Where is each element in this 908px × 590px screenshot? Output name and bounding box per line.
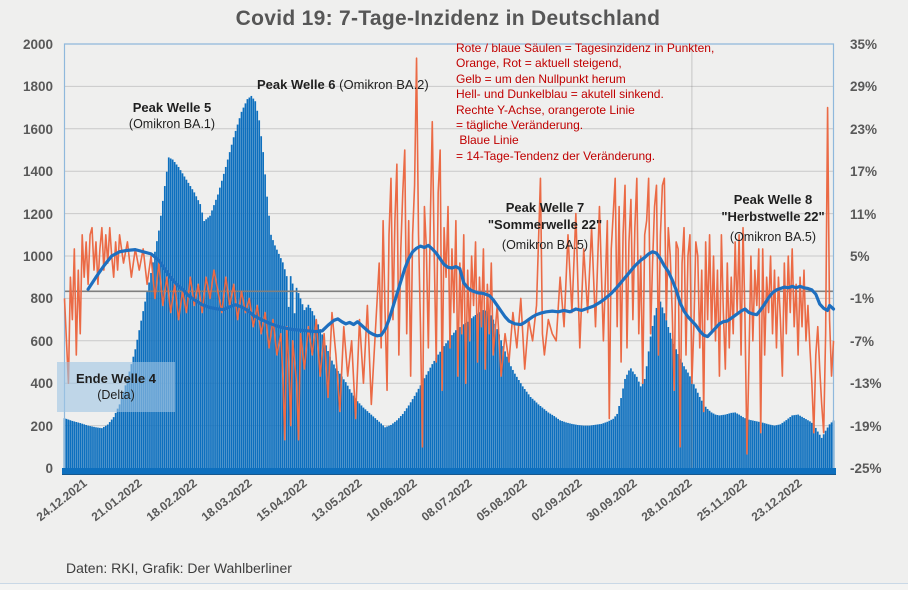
annotation-variant: (Omikron BA.5) bbox=[501, 238, 589, 252]
right-axis-tick: 11% bbox=[850, 206, 877, 222]
annotation-variant: (Omikron BA.5) bbox=[729, 230, 817, 244]
annotation-peak-welle-5: Peak Welle 5 (Omikron BA.1) bbox=[92, 99, 252, 133]
legend-note-line: Gelb = um den Nullpunkt herum bbox=[456, 71, 626, 86]
right-axis-tick: 23% bbox=[850, 121, 878, 137]
x-axis-band bbox=[62, 468, 836, 474]
annotation-ende-welle-4: Ende Welle 4 (Delta) bbox=[57, 362, 175, 412]
legend-note-line: = 14-Tage-Tendenz der Veränderung. bbox=[456, 148, 656, 163]
legend-note: Rote / blaue Säulen = Tagesinzidenz in P… bbox=[456, 41, 714, 164]
credit-footer: Daten: RKI, Grafik: Der Wahlberliner bbox=[66, 560, 292, 576]
right-axis-tick: 35% bbox=[850, 37, 878, 52]
plot-border bbox=[63, 43, 835, 468]
left-axis-tick: 1200 bbox=[22, 206, 53, 222]
left-axis-tick: 1600 bbox=[22, 121, 53, 137]
annotation-peak-welle-6: Peak Welle 6 (Omikron BA.2) bbox=[257, 77, 429, 92]
legend-note-line: Blaue Linie bbox=[456, 133, 519, 148]
annotation-variant: (Delta) bbox=[97, 388, 135, 402]
right-axis-tick: 17% bbox=[850, 164, 878, 180]
right-axis-tick: 29% bbox=[850, 79, 878, 95]
left-axis-tick: 1800 bbox=[22, 79, 53, 95]
left-axis-tick: 2000 bbox=[22, 37, 53, 52]
daily-change-line bbox=[63, 57, 835, 455]
right-axis-tick: -25% bbox=[850, 461, 882, 476]
trend-line bbox=[86, 243, 836, 339]
legend-note-line: = tägliche Veränderung. bbox=[456, 118, 584, 133]
legend-note-line: Rote / blaue Säulen = Tagesinzidenz in P… bbox=[456, 41, 715, 55]
annotation-title: Ende Welle 4 bbox=[76, 371, 156, 386]
left-axis-tick: 200 bbox=[30, 418, 53, 434]
annotation-variant: (Omikron BA.1) bbox=[128, 117, 216, 131]
left-axis-tick: 1400 bbox=[22, 164, 53, 180]
right-axis-tick: 5% bbox=[850, 249, 870, 264]
annotation-title: Peak Welle 6 bbox=[257, 77, 336, 92]
chart-title: Covid 19: 7-Tage-Inzidenz in Deutschland bbox=[235, 7, 661, 30]
left-axis-tick: 0 bbox=[45, 461, 53, 476]
legend-note-line: Rechte Y-Achse, orangerote Linie bbox=[456, 102, 635, 117]
annotation-variant: (Omikron BA.2) bbox=[339, 77, 429, 92]
left-axis-tick: 600 bbox=[30, 333, 53, 349]
right-axis-tick: -13% bbox=[850, 376, 882, 392]
left-axis-tick: 400 bbox=[30, 376, 53, 392]
annotation-peak-welle-8: Peak Welle 8 "Herbstwelle 22" (Omikron B… bbox=[687, 191, 859, 246]
bottom-divider bbox=[0, 583, 908, 590]
left-axis-tick: 800 bbox=[30, 291, 53, 307]
annotation-name: "Sommerwelle 22" bbox=[487, 217, 603, 232]
legend-note-line: Orange, Rot = aktuell steigend, bbox=[456, 56, 622, 71]
annotation-title: Peak Welle 7 bbox=[505, 200, 585, 215]
annotation-title: Peak Welle 5 bbox=[132, 100, 212, 115]
legend-note-line: Hell- und Dunkelblau = akutell sinkend. bbox=[456, 87, 664, 102]
annotation-title: Peak Welle 8 bbox=[733, 192, 813, 207]
right-axis-tick: -7% bbox=[850, 333, 875, 349]
annotation-name: "Herbstwelle 22" bbox=[721, 209, 825, 224]
right-axis-tick: -19% bbox=[850, 418, 882, 434]
annotation-peak-welle-7: Peak Welle 7 "Sommerwelle 22" (Omikron B… bbox=[460, 199, 630, 254]
right-axis-tick: -1% bbox=[850, 291, 875, 307]
left-axis-tick: 1000 bbox=[22, 249, 53, 264]
